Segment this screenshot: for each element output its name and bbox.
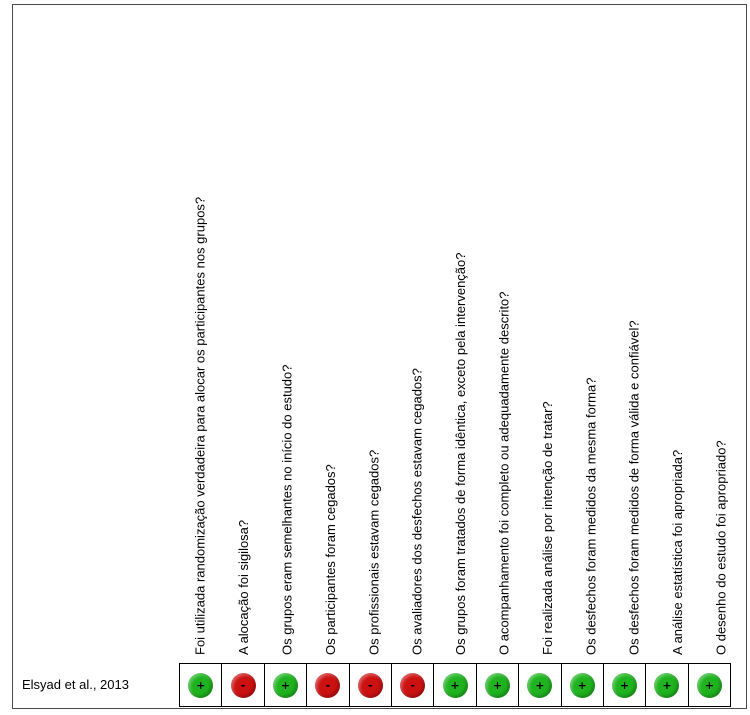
figure-frame [12, 4, 747, 709]
judgement-cell: - [221, 663, 265, 707]
low-risk-marker: + [654, 672, 680, 698]
question-label: Os grupos foram tratados de forma idênti… [453, 252, 469, 656]
judgement-row: + - + - - - + + + + + + + [179, 663, 732, 707]
question-label: O desenho do estudo foi apropriado? [713, 440, 729, 655]
judgement-cell: + [179, 663, 223, 707]
question-label: Os desfechos foram medidos de forma váli… [626, 320, 642, 655]
low-risk-marker: + [527, 672, 553, 698]
question-label: Os profissionais estavam cegados? [366, 449, 382, 655]
low-risk-marker: + [272, 672, 298, 698]
judgement-cell: + [433, 663, 477, 707]
low-risk-marker: + [484, 672, 510, 698]
low-risk-marker: + [612, 672, 638, 698]
judgement-cell: - [390, 663, 435, 707]
judgement-cell: - [348, 663, 392, 707]
judgement-cell: + [263, 663, 308, 707]
low-risk-marker: + [188, 672, 214, 698]
judgement-cell: + [560, 663, 604, 707]
question-label: Os avaliadores dos desfechos estavam ceg… [409, 368, 425, 655]
question-label: O acompanhamento foi completo ou adequad… [496, 291, 512, 655]
question-label: A análise estatística foi apropriada? [670, 449, 686, 655]
question-label: Os grupos eram semelhantes no início do … [279, 364, 295, 655]
judgement-cell: + [475, 663, 520, 707]
question-label: Os participantes foram cegados? [322, 464, 338, 655]
question-headers: Foi utilizada randomização verdadeira pa… [192, 196, 729, 656]
judgement-cell: + [687, 663, 732, 707]
judgement-cell: - [306, 663, 350, 707]
question-label: A alocação foi sigilosa? [236, 519, 252, 655]
high-risk-marker: - [400, 672, 426, 698]
judgement-cell: + [645, 663, 689, 707]
question-label: Os desfechos foram medidos da mesma form… [583, 377, 599, 655]
question-label: Foi realizada análise por intenção de tr… [539, 401, 555, 655]
study-label: Elsyad et al., 2013 [22, 677, 129, 692]
judgement-cell: + [602, 663, 647, 707]
low-risk-marker: + [696, 672, 722, 698]
question-label: Foi utilizada randomização verdadeira pa… [192, 196, 208, 655]
judgement-cell: + [518, 663, 562, 707]
low-risk-marker: + [442, 672, 468, 698]
low-risk-marker: + [569, 672, 595, 698]
high-risk-marker: - [357, 672, 383, 698]
high-risk-marker: - [315, 672, 341, 698]
high-risk-marker: - [230, 672, 256, 698]
